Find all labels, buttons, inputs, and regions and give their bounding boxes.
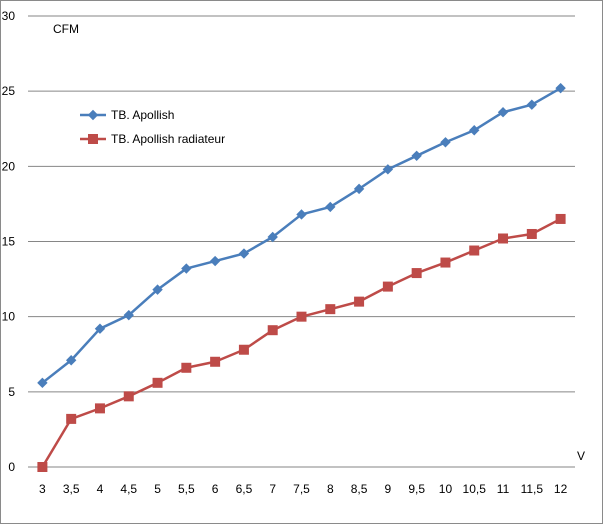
- x-tick-label: 7,5: [293, 482, 310, 496]
- data-point: [382, 281, 393, 292]
- data-point: [267, 231, 278, 243]
- data-point: [325, 304, 336, 315]
- legend-label: TB. Apollish: [111, 108, 174, 122]
- series-1: [37, 82, 566, 389]
- y-tick-labels: 0 5 10 15 20 25 30: [2, 9, 16, 474]
- data-point: [354, 296, 365, 307]
- x-tick-label: 5,5: [178, 482, 195, 496]
- x-tick-label: 3,5: [63, 482, 80, 496]
- series-group: [37, 82, 566, 472]
- data-point: [411, 268, 422, 279]
- gridlines: [28, 15, 575, 393]
- data-point: [411, 150, 422, 162]
- data-point: [296, 311, 307, 322]
- data-point: [497, 107, 509, 118]
- x-tick-label: 5: [154, 482, 161, 496]
- x-tick-label: 9,5: [408, 482, 425, 496]
- data-point: [440, 257, 451, 268]
- data-point: [209, 255, 221, 267]
- x-tick-label: 12: [554, 482, 568, 496]
- data-point: [210, 356, 221, 367]
- y-axis-label: CFM: [53, 22, 79, 36]
- x-tick-label: 11: [497, 482, 510, 496]
- legend: TB. Apollish TB. Apollish radiateur: [80, 108, 225, 146]
- legend-item: TB. Apollish: [80, 108, 174, 122]
- y-tick-label: 10: [2, 310, 16, 324]
- data-point: [94, 323, 106, 334]
- data-point: [267, 325, 278, 336]
- data-point: [440, 137, 451, 148]
- y-tick-label: 20: [2, 159, 16, 173]
- x-tick-label: 10: [439, 482, 453, 496]
- x-tick-label: 7: [269, 482, 276, 496]
- data-point: [66, 413, 77, 424]
- x-tick-label: 4: [97, 482, 104, 496]
- series-2: [37, 213, 566, 472]
- data-point: [181, 263, 192, 274]
- data-point: [152, 377, 163, 388]
- x-tick-label: 8: [327, 482, 334, 496]
- data-point: [152, 284, 163, 295]
- legend-item: TB. Apollish radiateur: [80, 132, 225, 146]
- x-tick-label: 10,5: [463, 482, 487, 496]
- data-point: [526, 99, 538, 110]
- data-point: [123, 309, 134, 321]
- data-point: [94, 403, 105, 414]
- data-point: [181, 362, 192, 373]
- data-point: [382, 164, 394, 175]
- legend-label: TB. Apollish radiateur: [111, 132, 225, 146]
- y-tick-label: 5: [8, 385, 15, 399]
- x-tick-label: 11,5: [521, 482, 544, 496]
- data-point: [469, 245, 480, 256]
- x-axis-label: V: [577, 449, 585, 463]
- data-point: [325, 201, 336, 213]
- data-point: [65, 355, 77, 366]
- y-tick-label: 0: [8, 460, 15, 474]
- data-point: [498, 233, 509, 244]
- data-point: [353, 183, 365, 195]
- y-tick-label: 30: [2, 9, 16, 23]
- data-point: [469, 125, 480, 136]
- x-tick-label: 9: [385, 482, 392, 496]
- data-point: [238, 344, 249, 355]
- data-point: [296, 209, 307, 220]
- x-tick-label: 3: [39, 482, 46, 496]
- data-point: [238, 248, 250, 259]
- x-tick-label: 6: [212, 482, 219, 496]
- data-point: [555, 213, 566, 224]
- data-point: [526, 228, 537, 239]
- series-line: [41, 217, 562, 468]
- y-tick-label: 15: [2, 235, 16, 249]
- x-tick-label: 4,5: [120, 482, 137, 496]
- x-tick-labels: 3 3,5 4 4,5 5 5,5 6 6,5 7 7,5 8 8,5 9 9,5 10 10,5 11 11,5…: [39, 482, 568, 496]
- data-point: [123, 391, 134, 402]
- data-point: [37, 377, 48, 389]
- data-point: [37, 462, 48, 472]
- x-tick-label: 6,5: [236, 482, 253, 496]
- x-tick-label: 8,5: [351, 482, 368, 496]
- legend-marker: [87, 109, 99, 121]
- data-point: [555, 82, 566, 94]
- y-tick-label: 25: [2, 84, 16, 98]
- legend-marker: [88, 134, 98, 144]
